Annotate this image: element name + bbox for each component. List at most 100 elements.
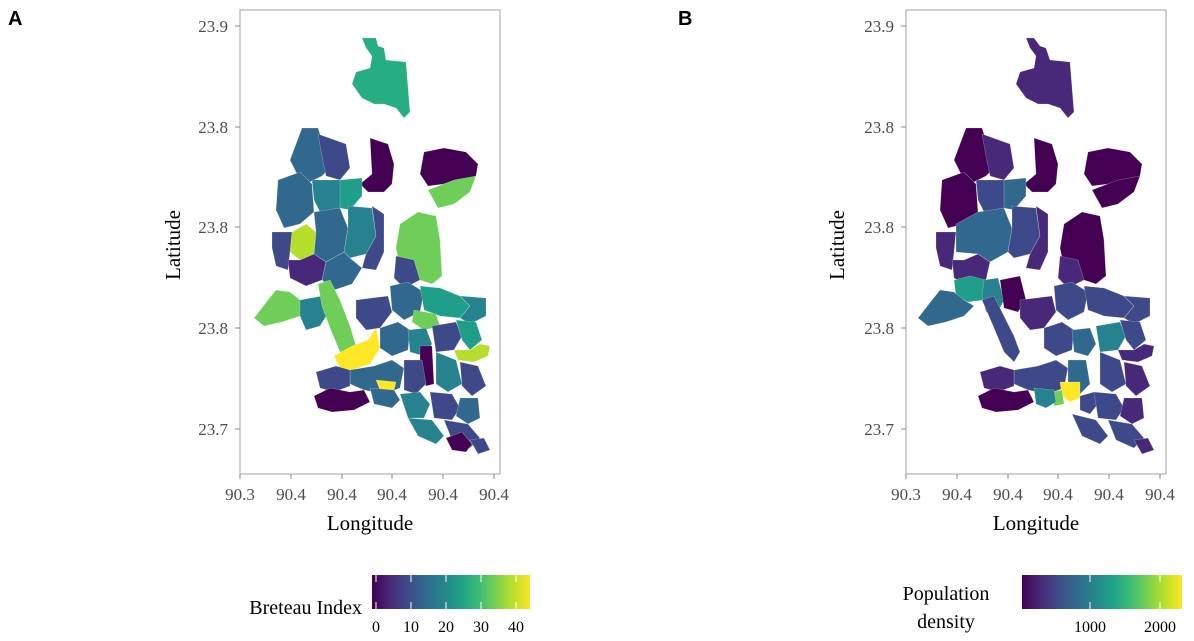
panel-b-xtick-4: 90.4 [1094,485,1124,504]
region-b-east-2 [1053,281,1089,321]
region-b-west-arm [917,289,975,327]
region-a-east-1 [393,255,421,289]
region-b-south-9 [1071,413,1109,445]
region-a-south-7 [429,391,461,421]
region-b-south-3 [1099,351,1127,393]
panel-a: 23.9 23.8 23.8 23.8 23.7 90.3 90.4 90.4 … [161,9,530,636]
region-a-east-5 [411,309,441,331]
panel-b-xtick-2: 90.4 [993,485,1023,504]
region-b-center-2 [1043,321,1075,357]
panel-a-ytick-2: 23.8 [198,218,228,237]
panel-b-legend-title-line1: Population [903,583,990,605]
panel-a-legend-tick-0: 0 [372,619,380,636]
panel-a-xlabel: Longitude [327,511,413,535]
region-a-se-tip [469,437,491,455]
region-b-mid-island [1023,137,1059,193]
panel-b-legend: Population density 1000 2000 [903,575,1182,636]
region-b-south-8 [1119,397,1145,425]
region-b-central-strip [981,295,1021,363]
region-a-yellow-east [453,343,491,363]
panel-b-map [917,37,1155,455]
region-a-center-5 [455,319,483,351]
region-b-west-8 [1007,205,1041,259]
panel-a-ytick-1: 23.8 [198,118,228,137]
region-a-sw-dark [313,387,371,413]
panel-a-legend-tick-3: 30 [473,619,489,636]
region-b-west-5 [1003,177,1027,211]
region-b-east-tail [1117,343,1155,363]
region-b-center-5 [1119,319,1147,351]
region-a-south-3 [435,351,463,393]
region-b-east-1 [1057,255,1085,289]
panel-b-ylabel: Latitude [825,210,849,280]
region-a-south-2 [403,359,427,395]
panel-b-legend-tick-1: 2000 [1144,619,1176,636]
region-a-south-4 [459,361,487,397]
region-a-west-3 [275,171,315,229]
region-b-center-3 [1071,327,1097,357]
panel-a-map [253,37,491,455]
region-a-west-10 [287,253,327,287]
region-a-mid-island [359,137,395,193]
panel-a-legend-tick-4: 40 [508,619,524,636]
panel-b-ytick-3: 23.8 [864,319,894,338]
region-a-west-5 [339,177,363,211]
region-b-south-5 [1033,387,1057,409]
panel-a-plot-frame [239,9,501,475]
panel-a-ytick-0: 23.9 [198,17,228,36]
panel-b-xtick-3: 90.4 [1043,485,1073,504]
region-a-west-11 [321,251,363,291]
panel-b-legend-title-line2: density [917,611,975,633]
panel-a-xtick-1: 90.4 [276,485,306,504]
region-b-se-tip [1133,437,1155,455]
panel-b-xtick-0: 90.3 [891,485,921,504]
panel-a-ytick-4: 23.7 [198,420,228,439]
panel-a-xtick-4: 90.4 [428,485,458,504]
panel-a-x-ticks: 90.3 90.4 90.4 90.4 90.4 90.4 [225,474,509,504]
panel-a-ylabel: Latitude [161,210,185,280]
panel-a-y-ticks: 23.9 23.8 23.8 23.8 23.7 [198,17,240,439]
region-b-east-big-2 [1091,175,1141,209]
region-b-south-7 [1093,391,1125,421]
panel-b-colorbar [1022,575,1182,609]
region-b-west-9 [1025,205,1049,271]
region-b-south-6 [1079,391,1099,415]
panel-b-y-ticks: 23.9 23.8 23.8 23.8 23.7 [864,17,906,439]
region-b-sw-dark [977,387,1035,413]
panel-b-xtick-1: 90.4 [942,485,972,504]
region-a-west-6 [271,231,293,271]
panel-a-xtick-0: 90.3 [225,485,255,504]
region-a-center-4 [431,321,463,353]
region-a-south-9 [407,417,445,445]
region-b-sw-1 [979,365,1015,393]
panel-b-x-ticks: 90.3 90.4 90.4 90.4 90.4 90.4 [891,474,1175,504]
panel-a-colorbar [372,575,530,609]
panel-a-legend: Breteau Index 0 10 20 30 40 [249,575,530,636]
panel-b-ytick-2: 23.8 [864,218,894,237]
region-b-east-3 [1083,285,1135,319]
panel-b: 23.9 23.8 23.8 23.8 23.7 90.3 90.4 90.4 … [825,9,1182,636]
region-a-se-dark [445,431,473,453]
panel-a-xtick-5: 90.4 [479,485,509,504]
panel-a-letter: A [8,8,23,30]
panel-b-ytick-1: 23.8 [864,118,894,137]
panel-a-legend-title: Breteau Index [249,597,362,619]
region-a-center-2 [379,321,411,357]
region-b-center-1 [1019,295,1057,331]
region-a-south-5 [369,387,401,409]
region-a-west-8 [343,205,377,259]
region-a-east-green-2 [427,175,477,209]
region-a-north [351,37,411,119]
panel-b-plot-frame [905,9,1167,475]
panel-b-legend-tick-0: 1000 [1074,619,1106,636]
panel-a-xtick-3: 90.4 [377,485,407,504]
panel-b-ytick-0: 23.9 [864,17,894,36]
region-a-south-8 [455,397,481,425]
region-a-center-1 [355,295,393,331]
panel-b-xtick-5: 90.4 [1145,485,1175,504]
region-b-center-4 [1095,321,1127,353]
panel-a-ytick-3: 23.8 [198,319,228,338]
region-b-south-4 [1123,361,1151,397]
region-a-south-6 [399,391,431,419]
